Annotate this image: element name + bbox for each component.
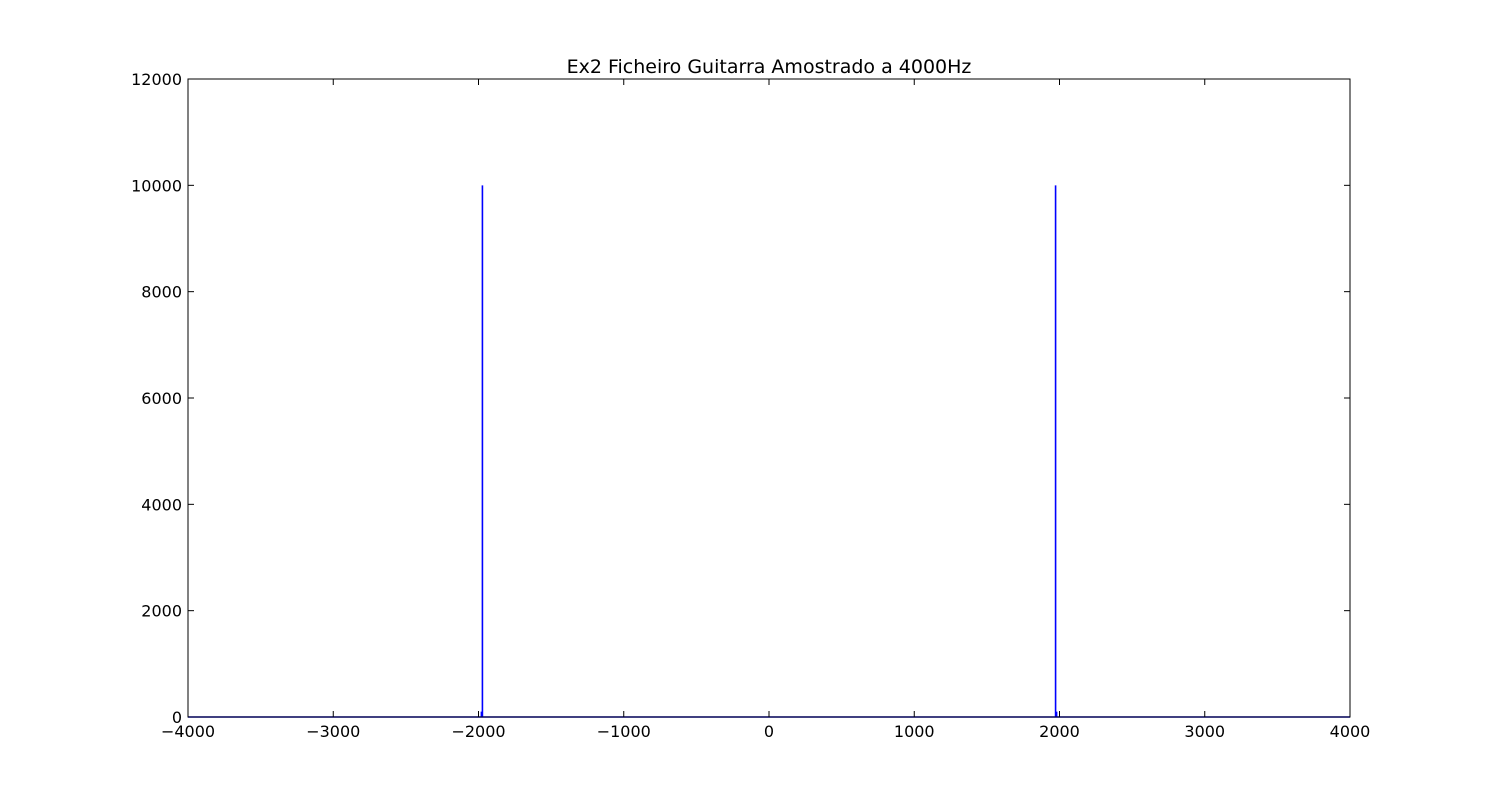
y-tick-label-1: 2000 (141, 602, 182, 621)
y-tick-label-3: 6000 (141, 389, 182, 408)
x-tick-labels: −4000 −3000 −2000 −1000 0 1000 2000 3000 4000 (161, 722, 1370, 741)
y-tick-label-5: 10000 (131, 176, 182, 195)
plot-area (188, 79, 1350, 717)
x-tick-label-3: −1000 (597, 722, 651, 741)
y-tick-label-0: 0 (172, 708, 182, 727)
x-tick-label-4: 0 (764, 722, 774, 741)
plot-frame (187, 78, 1351, 718)
y-tick-label-6: 12000 (131, 70, 182, 89)
x-tick-label-7: 3000 (1184, 722, 1225, 741)
x-tick-label-0: −4000 (161, 722, 215, 741)
x-tick-label-6: 2000 (1039, 722, 1080, 741)
x-tick-label-8: 4000 (1330, 722, 1371, 741)
x-tick-label-2: −2000 (451, 722, 505, 741)
x-tick-label-1: −3000 (306, 722, 360, 741)
y-tick-label-2: 4000 (141, 495, 182, 514)
y-tick-label-4: 8000 (141, 283, 182, 302)
chart-title: Ex2 Ficheiro Guitarra Amostrado a 4000Hz (567, 56, 972, 78)
x-tick-label-5: 1000 (894, 722, 935, 741)
y-tick-labels: 0 2000 4000 6000 8000 10000 12000 (131, 70, 182, 727)
